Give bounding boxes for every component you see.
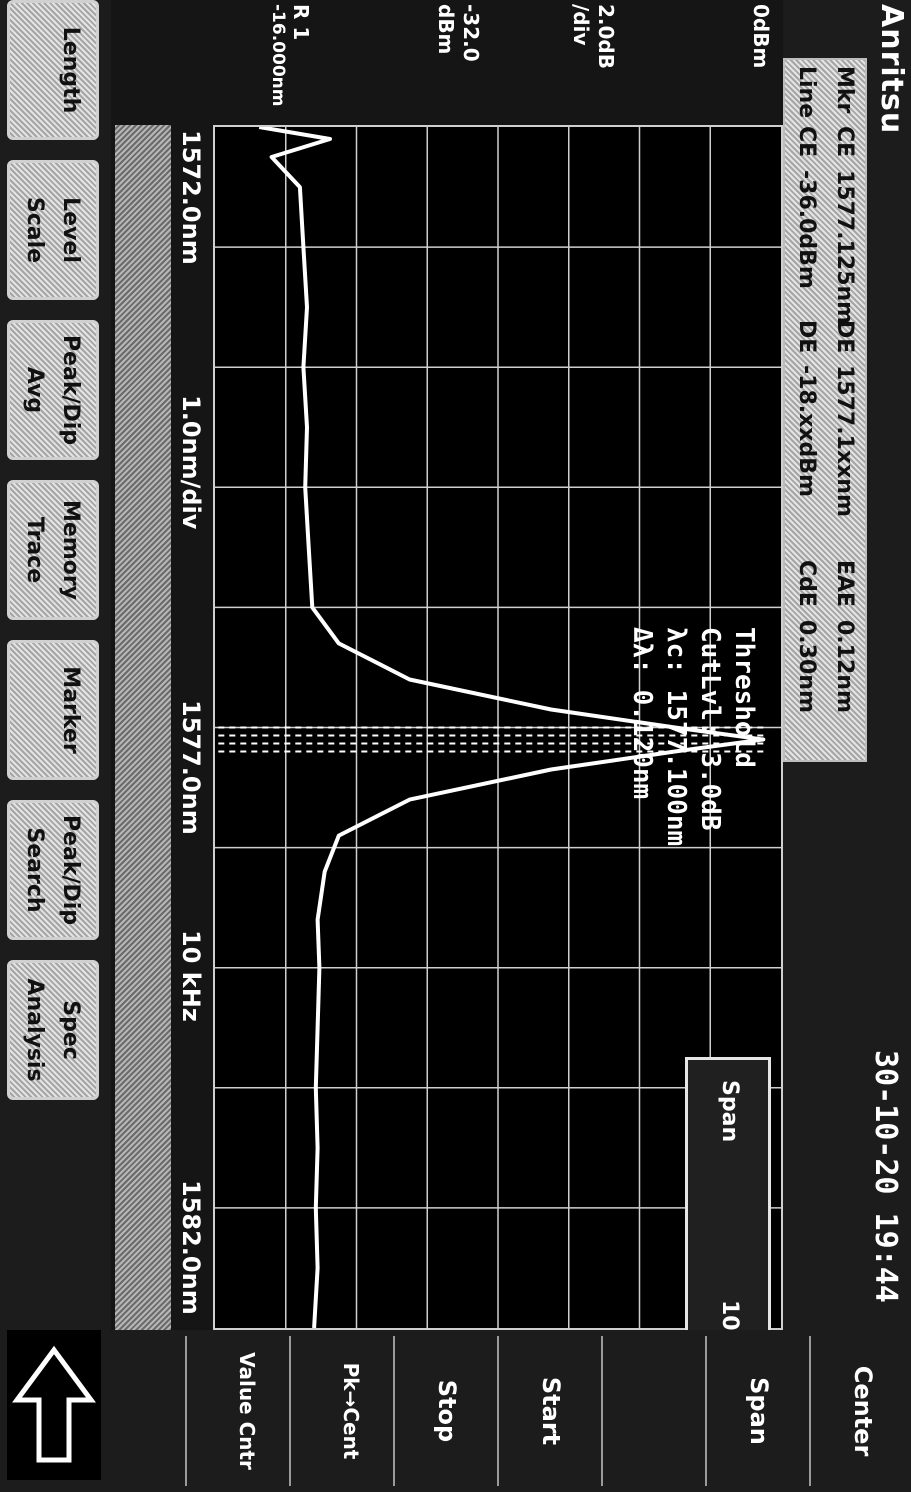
res-label: R 1 (289, 4, 313, 41)
x-res-label: 1.0nm/div (177, 395, 205, 530)
span-softkey[interactable]: Span (705, 1336, 807, 1486)
meta-cell: CE (832, 126, 857, 158)
peak-dip-avg-key[interactable]: Peak/Dip Avg (7, 320, 99, 460)
header-bar: Anritsu Mkr CE 1577.125nm DE 1577.1xxnm … (783, 0, 911, 1492)
start-softkey[interactable]: Start (497, 1336, 599, 1486)
scale-div: 2.0dB (594, 4, 618, 69)
x-start-label: 1572.0nm (177, 130, 205, 265)
length-key[interactable]: Length (7, 0, 99, 140)
level-scale: 0dBm 2.0dB /div -32.0 dBm R 1 -16.000nm (183, 0, 783, 125)
blank-softkey[interactable] (601, 1336, 703, 1486)
meta-cell: DE (832, 320, 857, 354)
x-stop-label: 1582.0nm (177, 1180, 205, 1315)
meta-cell: -18.xxdBm (794, 365, 819, 497)
scale-div-unit: /div (569, 4, 593, 46)
level-scale-key[interactable]: Level Scale (7, 160, 99, 300)
threshold-width: Δλ: 0.120nm (627, 627, 657, 800)
center-softkey[interactable]: Center (809, 1336, 911, 1486)
spec-analysis-key[interactable]: Spec Analysis (7, 960, 99, 1100)
marker-row: Mkr CE 1577.125nm DE 1577.1xxnm EAE 0.12… (825, 60, 863, 760)
threshold-center-wavelength: λc: 1577.100nm (661, 627, 691, 847)
threshold-cutlvl: CutLvl: 3.0dB (695, 627, 725, 831)
spectrum-trace (258, 127, 766, 1328)
meta-cell: 0.12nm (832, 620, 857, 713)
peak-to-center-softkey[interactable]: Pk→Cent (289, 1336, 391, 1486)
value-center-softkey[interactable]: Value Cntr (185, 1336, 287, 1486)
soft-key-column: Center Span Start Stop Pk→Cent Value Cnt… (111, 1330, 911, 1492)
stop-softkey[interactable]: Stop (393, 1336, 495, 1486)
threshold-readout: Threshold CutLvl: 3.0dB λc: 1577.100nm Δ… (625, 627, 761, 846)
marker-info-table: Mkr CE 1577.125nm DE 1577.1xxnm EAE 0.12… (783, 58, 867, 762)
brand-logo: Anritsu (874, 4, 909, 135)
bottom-level: -32.0 (459, 4, 483, 62)
threshold-title: Threshold (729, 627, 759, 768)
line-row: Line CE -36.0dBm DE -18.xxdBm CdE 0.30nm (787, 60, 825, 760)
memory-trace-key[interactable]: Memory Trace (7, 480, 99, 620)
peak-dip-search-key[interactable]: Peak/Dip Search (7, 800, 99, 940)
meta-cell: 0.30nm (794, 620, 819, 713)
meta-cell: Line (794, 66, 819, 119)
function-key-row: Length Level Scale Peak/Dip Avg Memory T… (0, 0, 111, 1492)
back-arrow-icon[interactable] (7, 1330, 101, 1480)
meta-cell: CdE (794, 560, 819, 607)
datetime: 30-10-20 19:44 (868, 1050, 903, 1303)
meta-cell: CE (794, 126, 819, 158)
meta-cell: 1577.125nm (832, 170, 857, 325)
x-vbw-label: 10 kHz (177, 930, 205, 1022)
meta-cell: -36.0dBm (794, 170, 819, 289)
meta-cell: EAE (832, 560, 857, 608)
meta-cell: 1577.1xxnm (832, 365, 857, 517)
res-value: -16.000nm (268, 4, 288, 107)
meta-cell: DE (794, 320, 819, 354)
x-center-label: 1577.0nm (177, 700, 205, 835)
spectrum-plot[interactable]: Threshold CutLvl: 3.0dB λc: 1577.100nm Δ… (213, 125, 783, 1443)
back-arrow-glyph (12, 1345, 96, 1463)
meta-cell: Mkr (832, 66, 857, 114)
spectrum-svg (215, 127, 781, 1328)
wavelength-axis: 1572.0nm 1.0nm/div 1577.0nm 10 kHz 1582.… (171, 0, 213, 1330)
span-entry-label: Span (717, 1080, 742, 1143)
ref-level: 0dBm (749, 4, 773, 69)
status-strip (115, 125, 171, 1330)
bottom-level-unit: dBm (434, 4, 458, 55)
marker-key[interactable]: Marker (7, 640, 99, 780)
